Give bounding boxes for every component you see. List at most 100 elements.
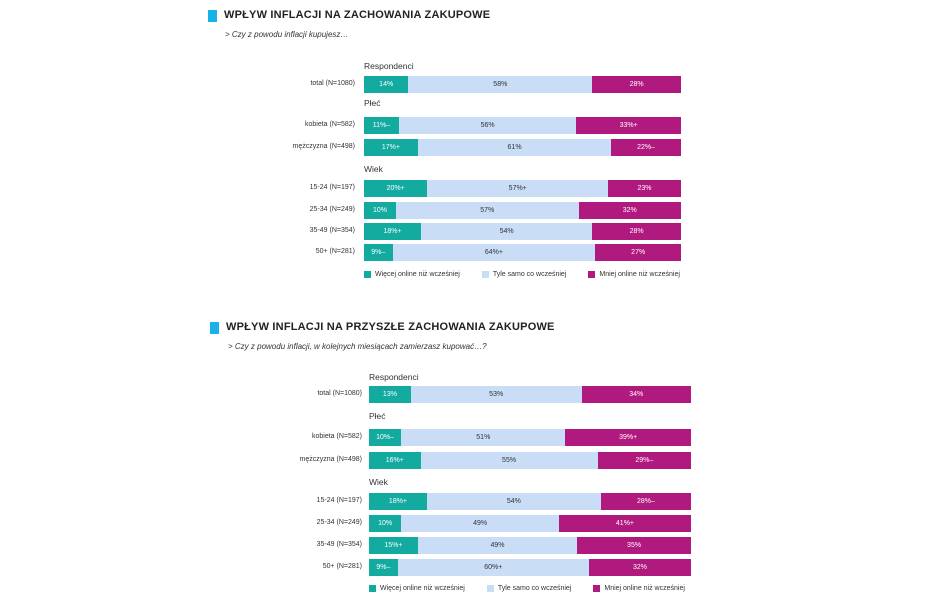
row-label: 35-49 (N=354) <box>309 227 355 234</box>
chart-title: WPŁYW INFLACJI NA ZACHOWANIA ZAKUPOWE <box>224 9 491 21</box>
data-label: 11%– <box>372 122 391 129</box>
row-label: mężczyzna (N=498) <box>292 143 355 150</box>
bar-segment-less: 41%+ <box>558 515 691 532</box>
data-label: 64%+ <box>484 249 503 256</box>
bar-segment-same: 57% <box>396 202 579 219</box>
data-label: 54% <box>499 228 514 235</box>
bar-segment-same: 51% <box>401 429 566 446</box>
bar-segment-less: 39%+ <box>565 429 691 446</box>
chart-legend: Więcej online niż wcześniej Tyle samo co … <box>369 585 685 592</box>
legend-item: Tyle samo co wcześniej <box>481 271 566 278</box>
bar-segment-more: 20%+ <box>364 180 428 197</box>
stacked-bar: 10%– 51% 39%+ <box>369 429 691 446</box>
bar-segment-more: 15%+ <box>369 537 418 554</box>
data-label: 56% <box>480 122 495 129</box>
stacked-bar: 16%+ 55% 29%– <box>369 452 691 469</box>
bar-segment-less: 35% <box>577 537 691 554</box>
legend-item: Więcej online niż wcześniej <box>369 585 465 592</box>
bar-segment-more: 9%– <box>364 244 393 261</box>
group-label: Wiek <box>369 477 388 487</box>
data-label: 49% <box>490 542 505 549</box>
data-label: 16%+ <box>385 457 404 464</box>
row-label: 35-49 (N=354) <box>316 541 362 548</box>
legend-item: Mniej online niż wcześniej <box>593 585 685 592</box>
stacked-bar: 14% 58% 28% <box>364 76 681 93</box>
legend-label: Więcej online niż wcześniej <box>380 585 465 592</box>
data-label: 22%– <box>637 144 656 151</box>
bar-segment-same: 61% <box>417 139 612 156</box>
stacked-bar: 20%+ 57%+ 23% <box>364 180 681 197</box>
bar-segment-less: 28% <box>592 223 681 240</box>
bar-segment-same: 64%+ <box>392 244 596 261</box>
data-label: 33%+ <box>619 122 638 129</box>
group-label: Płeć <box>369 411 386 421</box>
data-label: 54% <box>506 498 521 505</box>
bar-segment-same: 60%+ <box>397 559 589 576</box>
row-label: 50+ (N=281) <box>315 248 355 255</box>
legend-swatch <box>481 271 489 278</box>
bar-segment-same: 55% <box>420 452 598 469</box>
data-label: 55% <box>502 457 517 464</box>
bar-segment-less: 23% <box>608 180 681 197</box>
data-label: 53% <box>489 391 504 398</box>
data-label: 41%+ <box>615 520 635 527</box>
bar-segment-same: 54% <box>426 493 601 510</box>
row-label: 15-24 (N=197) <box>316 497 362 504</box>
bar-segment-same: 53% <box>410 386 582 403</box>
legend-label: Tyle samo co wcześniej <box>497 585 572 592</box>
bar-segment-more: 10%– <box>369 429 402 446</box>
data-label: 15%+ <box>384 542 403 549</box>
data-label: 10% <box>378 520 393 527</box>
row-label: total (N=1080) <box>310 80 355 87</box>
bar-segment-same: 49% <box>417 537 578 554</box>
data-label: 61% <box>507 144 522 151</box>
data-label: 39%+ <box>619 434 638 441</box>
data-label: 32% <box>622 207 637 214</box>
legend-swatch <box>369 585 376 592</box>
legend-label: Mniej online niż wcześniej <box>599 271 680 278</box>
bar-segment-more: 16%+ <box>369 452 421 469</box>
bar-segment-more: 11%– <box>364 117 399 134</box>
stacked-bar: 9%– 64%+ 27% <box>364 244 681 261</box>
bar-segment-more: 14% <box>364 76 409 93</box>
bar-segment-more: 9%– <box>369 559 398 576</box>
group-label: Płeć <box>364 98 381 108</box>
chart-legend: Więcej online niż wcześniej Tyle samo co … <box>364 271 680 278</box>
data-label: 14% <box>379 81 394 88</box>
legend-swatch <box>588 271 596 278</box>
row-label: 25-34 (N=249) <box>316 519 362 526</box>
data-label: 35% <box>627 542 642 549</box>
data-label: 57% <box>480 207 495 214</box>
bar-segment-less: 22%– <box>611 139 681 156</box>
data-label: 51% <box>476 434 491 441</box>
stacked-bar: 13% 53% 34% <box>369 386 691 403</box>
bar-segment-less: 33%+ <box>576 117 681 134</box>
stacked-bar: 15%+ 49% 35% <box>369 537 691 554</box>
data-label: 60%+ <box>484 564 503 571</box>
chart-title: WPŁYW INFLACJI NA PRZYSZŁE ZACHOWANIA ZA… <box>226 321 555 333</box>
chart-subtitle: > Czy z powodu inflacji kupujesz… <box>225 30 349 39</box>
bar-segment-less: 28%– <box>600 493 691 510</box>
bar-segment-same: 56% <box>398 117 577 134</box>
data-label: 34% <box>629 391 644 398</box>
row-label: total (N=1080) <box>317 390 362 397</box>
stacked-bar: 18%+ 54% 28% <box>364 223 681 240</box>
bar-segment-less: 29%– <box>597 452 691 469</box>
bar-segment-less: 32% <box>578 202 681 219</box>
legend-swatch <box>364 271 371 278</box>
row-label: kobieta (N=582) <box>304 121 355 128</box>
bar-segment-more: 17%+ <box>364 139 418 156</box>
bar-segment-less: 27% <box>595 244 681 261</box>
bar-segment-more: 18%+ <box>364 223 422 240</box>
data-label: 28% <box>629 81 644 88</box>
data-label: 10% <box>373 207 388 214</box>
legend-swatch <box>486 585 494 592</box>
bar-segment-more: 18%+ <box>369 493 427 510</box>
data-label: 57%+ <box>508 185 527 192</box>
data-label: 9%– <box>371 249 386 256</box>
stacked-bar: 9%– 60%+ 32% <box>369 559 691 576</box>
row-label: 25-34 (N=249) <box>309 206 355 213</box>
data-label: 58% <box>493 81 508 88</box>
data-label: 27% <box>631 249 646 256</box>
title-marker <box>208 10 217 22</box>
